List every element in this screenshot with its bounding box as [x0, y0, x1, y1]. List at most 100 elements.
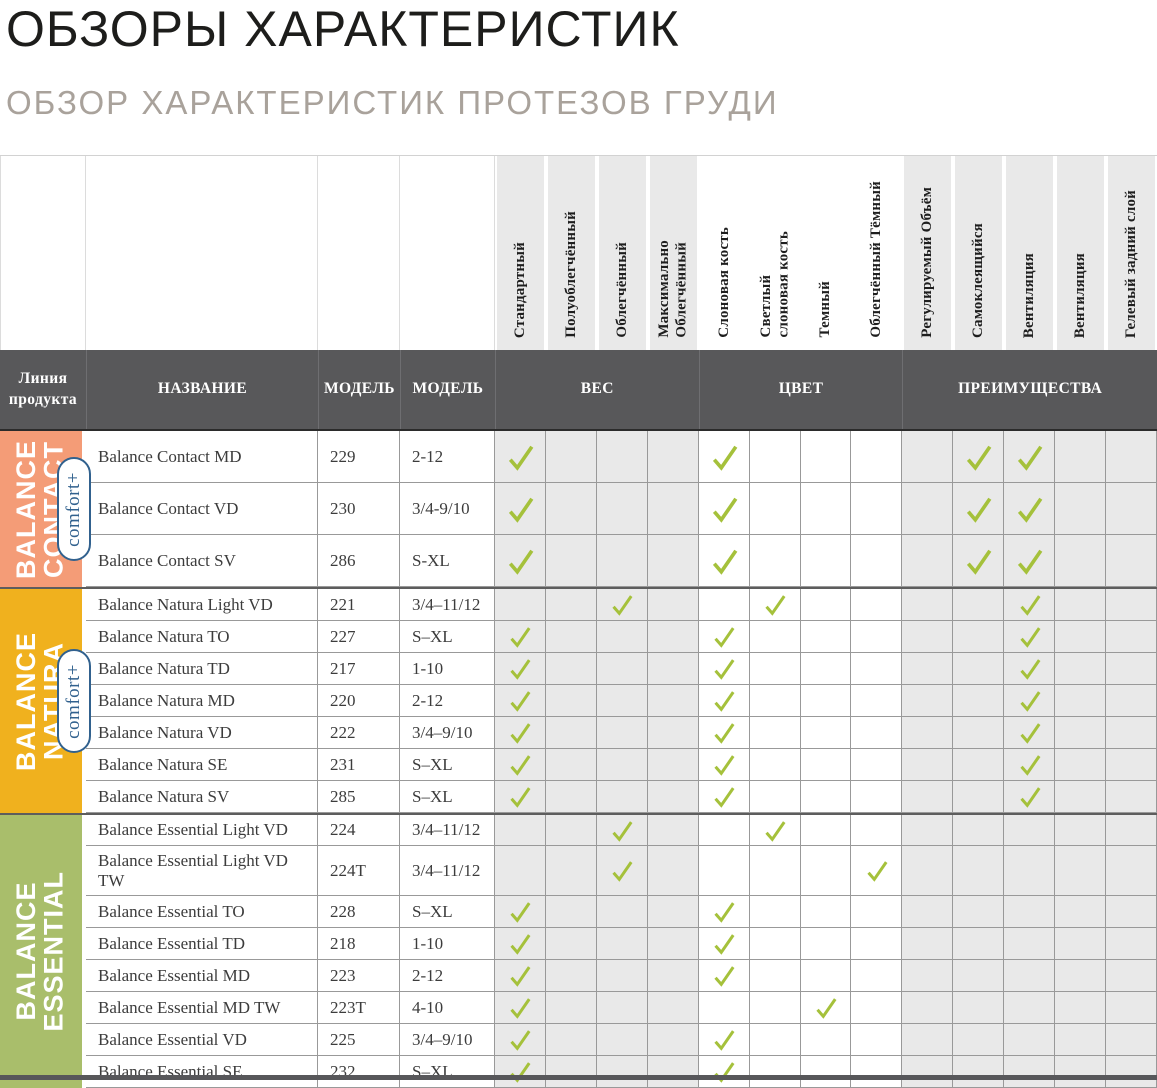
feature-cell	[953, 781, 1005, 813]
header-label: ПРЕИМУЩЕСТВА	[958, 380, 1103, 398]
feature-cell	[545, 815, 597, 846]
product-model-cell: 227	[318, 621, 400, 653]
feature-cell	[1106, 1024, 1157, 1056]
feature-cell	[545, 717, 597, 749]
feature-cell	[1004, 846, 1056, 896]
feature-column-header: Слоновая кость	[700, 156, 748, 350]
product-model-cell: 221	[318, 589, 400, 621]
feature-cell	[1055, 1024, 1107, 1056]
feature-cell	[1004, 589, 1056, 621]
product-name-cell: Balance Essential VD	[86, 1024, 318, 1056]
feature-cell	[647, 717, 699, 749]
feature-cell	[749, 781, 801, 813]
feature-cell	[851, 781, 903, 813]
feature-cell	[953, 483, 1005, 535]
feature-cell	[749, 928, 801, 960]
check-icon	[714, 787, 735, 808]
feature-cell	[647, 685, 699, 717]
feature-cell	[545, 431, 597, 483]
product-name-cell: Balance Essential MD	[86, 960, 318, 992]
product-model-cell: 285	[318, 781, 400, 813]
check-icon	[510, 755, 531, 776]
feature-cell	[851, 992, 903, 1024]
feature-cell	[749, 589, 801, 621]
feature-cell	[698, 815, 750, 846]
feature-cell	[698, 685, 750, 717]
feature-cell	[800, 749, 852, 781]
product-name-cell: Balance Natura Light VD	[86, 589, 318, 621]
feature-cell	[647, 960, 699, 992]
feature-cell	[647, 483, 699, 535]
feature-cell	[1055, 653, 1107, 685]
feature-cell	[800, 1024, 852, 1056]
check-icon	[714, 723, 735, 744]
header-model: МОДЕЛЬ	[318, 350, 400, 429]
feature-cell	[1004, 928, 1056, 960]
feature-cell	[851, 431, 903, 483]
feature-cell	[1106, 483, 1157, 535]
feature-cell	[596, 621, 648, 653]
comfort-plus-badge: comfort+	[57, 457, 91, 561]
feature-column-header: Регулируемый Объём	[904, 156, 952, 350]
feature-cell	[1055, 928, 1107, 960]
feature-cell	[1055, 992, 1107, 1024]
check-icon	[510, 902, 531, 923]
next-section-cutoff-bar	[0, 1075, 1157, 1080]
product-size-cell: S–XL	[400, 1056, 495, 1088]
check-icon	[967, 445, 992, 471]
check-icon	[1018, 445, 1043, 471]
check-icon	[712, 445, 737, 471]
feature-cell	[800, 960, 852, 992]
product-model-cell: 217	[318, 653, 400, 685]
feature-cell	[495, 717, 546, 749]
comfort-plus-badge: comfort+	[57, 649, 91, 753]
feature-cell	[1106, 717, 1157, 749]
feature-cell	[647, 815, 699, 846]
feature-cell	[1106, 653, 1157, 685]
product-size-cell: 3/4–11/12	[400, 589, 495, 621]
feature-cell	[902, 896, 954, 928]
feature-cell	[596, 992, 648, 1024]
feature-cell	[1055, 535, 1107, 587]
feature-cell	[698, 431, 750, 483]
feature-cell	[851, 1056, 903, 1088]
feature-cell	[851, 653, 903, 685]
feature-cell	[596, 749, 648, 781]
feature-cell	[596, 928, 648, 960]
feature-column-header: Темный	[802, 156, 850, 350]
feature-cell	[698, 781, 750, 813]
product-model-cell: 232	[318, 1056, 400, 1088]
feature-cell	[1004, 896, 1056, 928]
check-icon	[510, 998, 531, 1019]
check-icon	[1020, 595, 1041, 616]
feature-cell	[1004, 717, 1056, 749]
feature-cell	[495, 589, 546, 621]
product-size-cell: 4-10	[400, 992, 495, 1024]
feature-cell	[1004, 815, 1056, 846]
feature-column-header: Вентиляция	[1057, 156, 1105, 350]
product-name-cell: Balance Essential Light VD	[86, 815, 318, 846]
feature-cell	[596, 535, 648, 587]
check-icon	[867, 861, 888, 882]
feature-cell	[800, 589, 852, 621]
feature-cell	[749, 896, 801, 928]
feature-cell	[1055, 749, 1107, 781]
feature-cell	[953, 589, 1005, 621]
header-group-benefits: ПРЕИМУЩЕСТВА	[902, 350, 1157, 429]
feature-cell	[902, 992, 954, 1024]
product-model-cell: 225	[318, 1024, 400, 1056]
feature-cell	[647, 846, 699, 896]
feature-cell	[545, 535, 597, 587]
feature-cell	[902, 685, 954, 717]
feature-column-header: Светлый слоновая кость	[751, 156, 799, 350]
feature-cell	[749, 483, 801, 535]
feature-cell	[698, 535, 750, 587]
feature-cell	[698, 846, 750, 896]
feature-column-label: Стандартный	[511, 241, 528, 338]
feature-cell	[698, 960, 750, 992]
product-name-cell: Balance Essential MD TW	[86, 992, 318, 1024]
feature-cell	[953, 815, 1005, 846]
corner-cell	[400, 156, 495, 350]
feature-column-header: Облегчённый Тёмный	[853, 156, 901, 350]
feature-cell	[545, 621, 597, 653]
